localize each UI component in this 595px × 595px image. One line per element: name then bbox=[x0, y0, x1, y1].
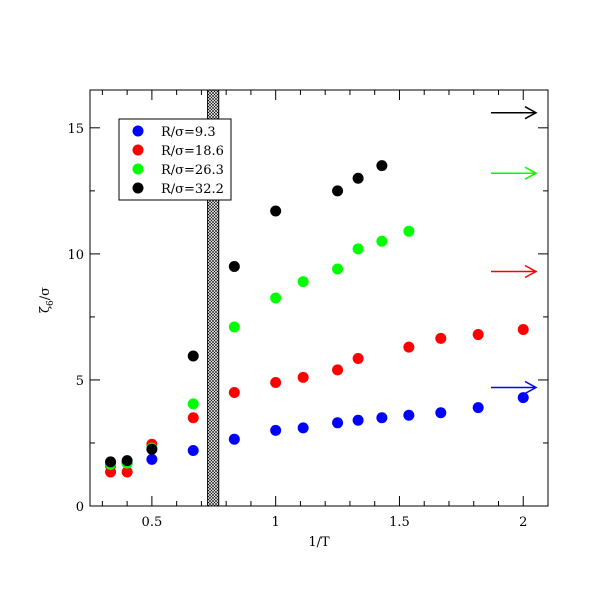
y-tick-label: 0 bbox=[76, 500, 84, 515]
data-point-series-1 bbox=[403, 409, 415, 421]
axis-ticks bbox=[90, 90, 548, 507]
legend-marker-series-4 bbox=[132, 182, 144, 194]
data-point-series-3 bbox=[332, 263, 344, 275]
data-point-series-2 bbox=[472, 329, 484, 341]
asymptote-arrow-series-2 bbox=[491, 264, 538, 279]
data-point-series-2 bbox=[105, 466, 117, 478]
y-axis-title-main: ζ bbox=[38, 306, 53, 313]
y-tick-label: 5 bbox=[76, 374, 84, 389]
asymptote-arrow-series-4 bbox=[491, 106, 538, 120]
data-point-series-4 bbox=[105, 456, 117, 468]
legend-marker-series-2 bbox=[132, 144, 144, 156]
data-point-series-4 bbox=[187, 350, 199, 362]
x-tick-label: 0.5 bbox=[142, 515, 163, 530]
x-tick-label: 1 bbox=[272, 515, 280, 530]
asymptote-arrows bbox=[491, 106, 538, 395]
data-point-series-3 bbox=[187, 398, 199, 410]
data-point-series-1 bbox=[332, 417, 344, 429]
data-point-series-1 bbox=[435, 407, 447, 419]
asymptote-arrow-series-1 bbox=[491, 380, 538, 395]
axis-tick-labels: 0.5 1 1.5 2 0 5 10 15 bbox=[67, 122, 527, 530]
legend: R/σ=9.3 R/σ=18.6 R/σ=26.3 R/σ=32.2 bbox=[118, 118, 232, 201]
data-point-series-2 bbox=[517, 324, 529, 336]
y-axis-title-subscript: 6 bbox=[46, 300, 56, 306]
y-axis-title: ζ6/σ bbox=[38, 287, 56, 313]
data-point-series-4 bbox=[352, 172, 364, 184]
data-point-series-2 bbox=[228, 387, 240, 399]
data-point-series-2 bbox=[121, 466, 133, 478]
data-point-series-3 bbox=[403, 225, 415, 237]
data-point-series-1 bbox=[472, 402, 484, 414]
data-point-series-1 bbox=[270, 424, 282, 436]
y-tick-label: 15 bbox=[67, 122, 84, 137]
data-point-series-4 bbox=[121, 455, 133, 467]
data-point-series-1 bbox=[352, 414, 364, 426]
x-tick-label: 2 bbox=[519, 515, 527, 530]
asymptote-arrow-series-3 bbox=[491, 166, 538, 180]
data-point-series-2 bbox=[297, 371, 309, 383]
data-point-series-1 bbox=[297, 422, 309, 434]
y-axis-title-tail: /σ bbox=[38, 287, 53, 300]
legend-marker-series-3 bbox=[132, 163, 144, 175]
legend-label-series-2: R/σ=18.6 bbox=[161, 144, 224, 159]
data-point-series-2 bbox=[403, 341, 415, 353]
data-point-series-1 bbox=[187, 445, 199, 457]
legend-marker-series-1 bbox=[132, 125, 144, 137]
legend-label-series-1: R/σ=9.3 bbox=[161, 125, 216, 140]
legend-label-series-3: R/σ=26.3 bbox=[161, 163, 224, 178]
data-point-series-2 bbox=[187, 412, 199, 424]
data-point-series-4 bbox=[228, 260, 240, 272]
data-point-series-3 bbox=[376, 235, 388, 247]
data-point-series-3 bbox=[297, 276, 309, 288]
data-point-series-2 bbox=[332, 364, 344, 376]
data-point-series-2 bbox=[270, 376, 282, 388]
data-point-series-4 bbox=[332, 185, 344, 197]
data-point-series-1 bbox=[376, 412, 388, 424]
data-point-series-1 bbox=[517, 392, 529, 404]
data-point-series-4 bbox=[146, 443, 158, 455]
plot-frame bbox=[89, 89, 549, 507]
data-point-series-1 bbox=[228, 433, 240, 445]
data-points bbox=[105, 160, 529, 478]
legend-label-series-4: R/σ=32.2 bbox=[161, 182, 224, 197]
data-point-series-4 bbox=[376, 160, 388, 172]
data-point-series-2 bbox=[435, 332, 447, 344]
data-point-series-1 bbox=[146, 453, 158, 465]
y-tick-label: 10 bbox=[67, 248, 84, 263]
data-point-series-4 bbox=[270, 205, 282, 217]
x-tick-label: 1.5 bbox=[389, 515, 410, 530]
x-axis-title: 1/T bbox=[308, 535, 330, 550]
data-point-series-3 bbox=[270, 292, 282, 304]
data-point-series-2 bbox=[352, 353, 364, 365]
data-point-series-3 bbox=[352, 243, 364, 255]
data-point-series-3 bbox=[228, 321, 240, 333]
